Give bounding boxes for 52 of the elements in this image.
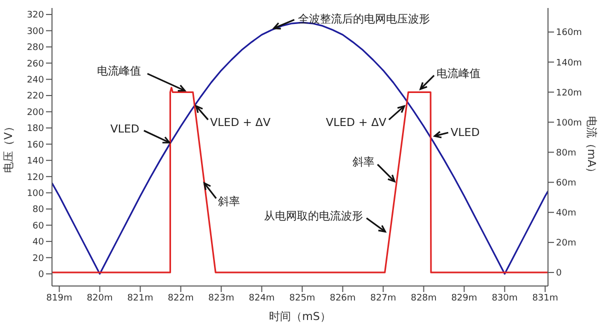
y-tick-label: 240: [26, 76, 44, 86]
y-tick-label: 140: [26, 156, 44, 167]
y-tick-label: 80: [32, 205, 44, 216]
x-tick-label: 823m: [208, 293, 234, 304]
x-tick-label: 831m: [532, 293, 558, 304]
y-tick-label: 260: [26, 59, 44, 70]
y2-axis-title: 电流（mA）: [585, 116, 598, 178]
y-tick-label: 120: [26, 172, 44, 183]
y2-tick-label: 100m: [556, 118, 582, 128]
x-tick-label: 826m: [330, 293, 356, 304]
annotation: 电流峰值: [436, 67, 480, 80]
annotation: VLED: [110, 122, 140, 136]
y-tick-label: 100: [26, 188, 44, 199]
x-tick-label: 820m: [86, 293, 113, 304]
y-tick-label: 320: [26, 10, 44, 21]
y2-tick-label: 60m: [556, 178, 576, 189]
annotation: VLED + ΔV: [210, 116, 271, 130]
y-tick-label: 280: [26, 43, 44, 54]
annotation: 电流峰值: [96, 64, 141, 78]
x-tick-label: 821m: [127, 293, 154, 304]
annotation: 从电网取的电流波形: [264, 210, 364, 223]
y-tick-label: 60: [32, 221, 44, 232]
y2-tick-label: 20m: [556, 238, 576, 249]
y2-tick-label: 80m: [556, 148, 576, 158]
y-tick-label: 180: [26, 124, 44, 134]
annotation: 斜率: [352, 155, 375, 168]
x-tick-label: 827m: [370, 293, 396, 304]
y-tick-label: 220: [26, 92, 44, 102]
x-tick-label: 829m: [451, 293, 478, 304]
x-tick-label: 822m: [168, 293, 194, 304]
annotation: 全波整流后的电网电压波形: [298, 12, 430, 26]
y2-tick-label: 160m: [556, 28, 582, 38]
y-tick-label: 160: [26, 140, 44, 150]
x-tick-label: 825m: [289, 293, 316, 304]
x-tick-label: 830m: [492, 293, 518, 304]
y-tick-label: 0: [38, 270, 44, 280]
y2-tick-label: 140m: [556, 58, 582, 68]
y2-tick-label: 40m: [556, 208, 576, 219]
y-tick-label: 200: [26, 108, 44, 118]
x-tick-label: 824m: [248, 293, 275, 304]
y-tick-label: 20: [32, 254, 44, 264]
y-tick-label: 300: [26, 26, 44, 37]
y-axis-title: 电压（V）: [2, 121, 15, 173]
y2-tick-label: 120m: [556, 88, 582, 98]
y2-tick-label: 0: [556, 268, 562, 279]
y-tick-label: 40: [32, 238, 44, 248]
x-axis-title: 时间（mS）: [269, 310, 331, 323]
x-tick-label: 819m: [46, 293, 72, 304]
annotation: 斜率: [218, 195, 240, 208]
x-tick-label: 828m: [410, 293, 437, 304]
annotation: VLED: [450, 126, 480, 140]
annotation: VLED + ΔV: [326, 116, 387, 130]
